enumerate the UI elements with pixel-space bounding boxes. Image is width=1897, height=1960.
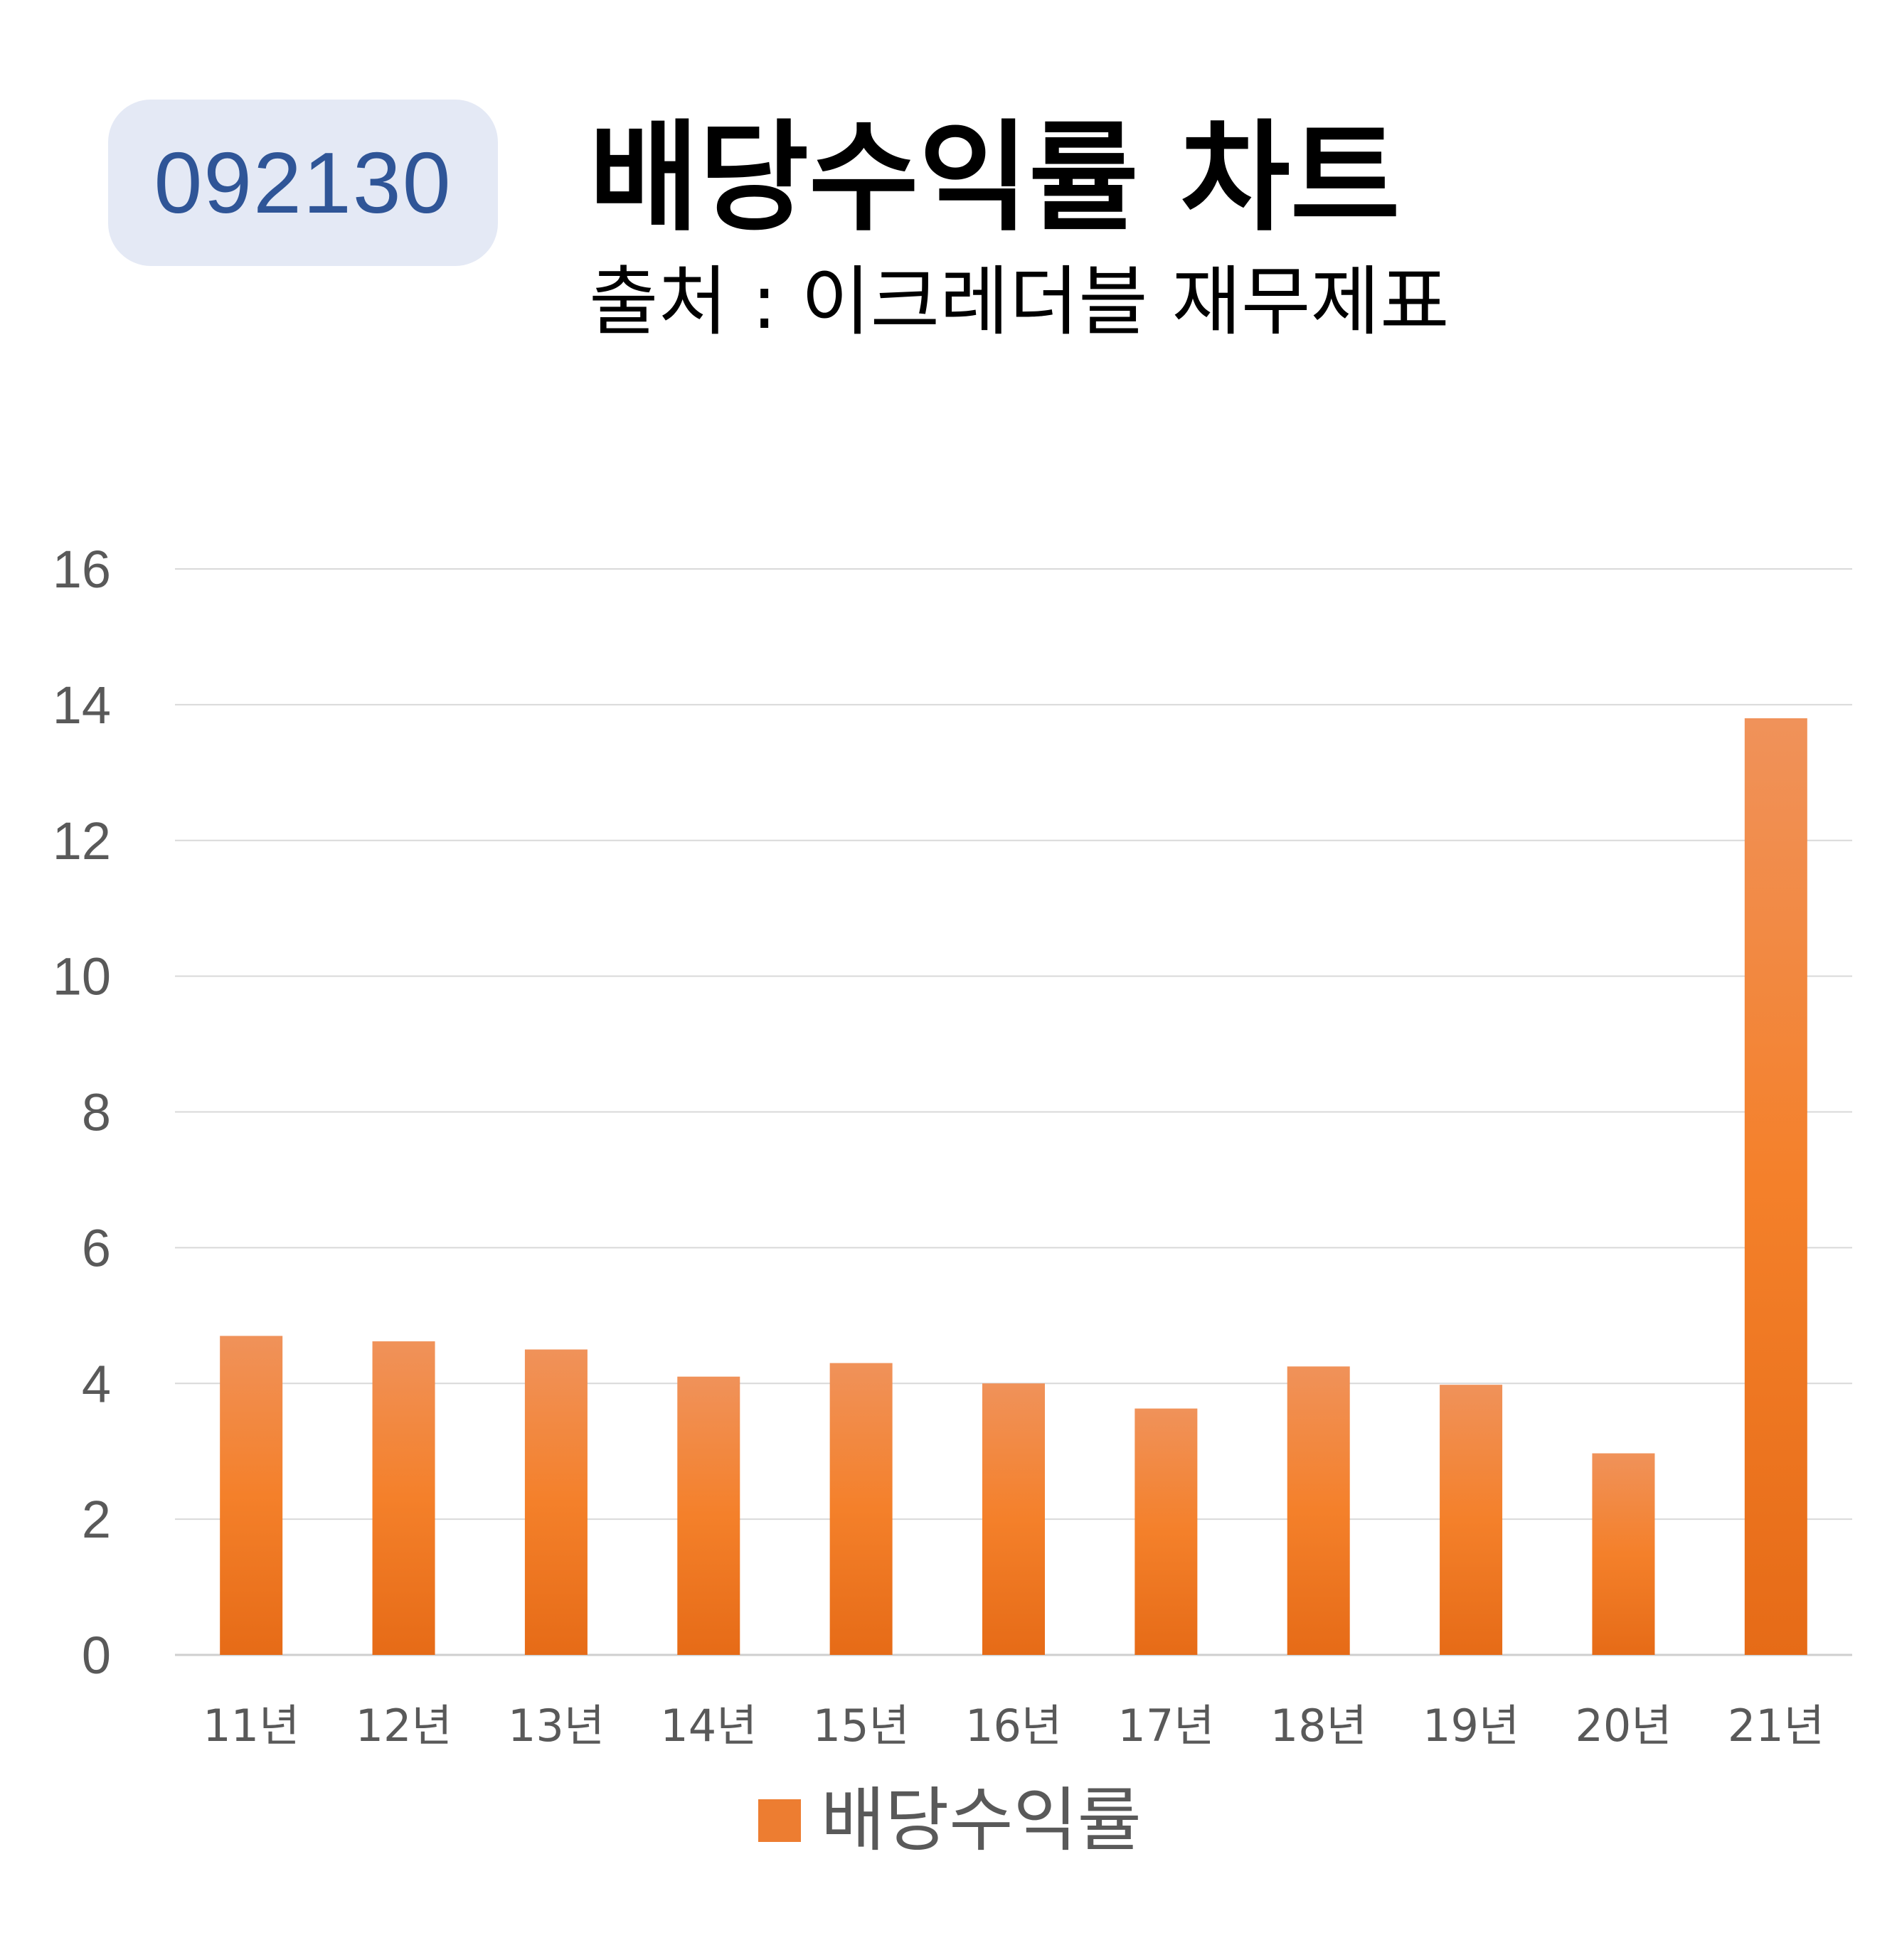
x-tick-label: 11년 (203, 1700, 299, 1752)
x-axis-labels: 11년 12년 13년 14년 15년 16년 17년 18년 19년 20년 21년 (203, 1700, 1824, 1752)
bar (372, 1341, 435, 1655)
stock-code-badge: 092130 (108, 100, 498, 266)
x-tick-label: 15년 (813, 1700, 910, 1752)
x-tick-label: 19년 (1423, 1700, 1519, 1752)
bar (1440, 1385, 1503, 1655)
bar (829, 1363, 893, 1655)
bar (1135, 1408, 1198, 1655)
chart-subtitle: 출처 : 이크레더블 재무제표 (589, 258, 1450, 346)
bars (220, 718, 1807, 1655)
x-tick-label: 21년 (1728, 1700, 1824, 1752)
x-tick-label: 16년 (965, 1700, 1062, 1752)
y-axis-ticks: 0 2 4 6 8 10 12 14 16 (53, 540, 111, 1685)
bar (220, 1336, 283, 1655)
bar (524, 1349, 588, 1655)
y-tick-label: 14 (53, 676, 111, 735)
legend: 배당수익률 (758, 1778, 1142, 1863)
stock-code: 092130 (154, 134, 452, 231)
x-tick-label: 17년 (1117, 1700, 1214, 1752)
x-tick-label: 12년 (356, 1700, 452, 1752)
y-tick-label: 8 (82, 1083, 111, 1142)
x-tick-label: 13년 (508, 1700, 605, 1752)
y-tick-label: 10 (53, 947, 111, 1006)
y-tick-label: 4 (82, 1354, 111, 1413)
y-tick-label: 12 (53, 811, 111, 870)
bar (1592, 1453, 1655, 1655)
x-tick-label: 20년 (1575, 1700, 1672, 1752)
chart-title: 배당수익률 차트 (589, 108, 1401, 247)
bar (1744, 718, 1807, 1655)
legend-swatch (758, 1799, 801, 1842)
y-tick-label: 6 (82, 1218, 111, 1277)
y-tick-label: 16 (53, 540, 111, 599)
bar (1287, 1366, 1350, 1655)
bar (982, 1383, 1045, 1655)
x-tick-label: 18년 (1270, 1700, 1367, 1752)
y-tick-label: 0 (82, 1626, 111, 1685)
y-tick-label: 2 (82, 1490, 111, 1549)
x-tick-label: 14년 (660, 1700, 757, 1752)
bar (677, 1376, 740, 1655)
legend-label: 배당수익률 (821, 1780, 1142, 1861)
